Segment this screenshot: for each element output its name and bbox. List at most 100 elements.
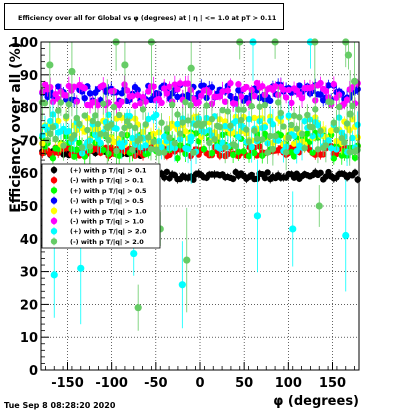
- data-point: [113, 147, 120, 155]
- data-point: [224, 108, 232, 115]
- data-point: [274, 99, 282, 106]
- data-point: [62, 92, 70, 99]
- y-tick-label: 0: [29, 364, 38, 379]
- data-point: [198, 92, 205, 99]
- data-point: [282, 149, 290, 156]
- data-point: [113, 125, 120, 132]
- data-point: [171, 139, 179, 147]
- data-point: [290, 132, 298, 140]
- data-point: [325, 82, 332, 89]
- data-point: [129, 92, 136, 100]
- data-point: [277, 109, 285, 117]
- data-point: [354, 176, 361, 183]
- data-point: [349, 84, 356, 91]
- data-point: [161, 85, 168, 92]
- data-point: [70, 131, 78, 139]
- data-point: [264, 149, 271, 156]
- data-point: [41, 81, 49, 88]
- data-point: [317, 127, 324, 135]
- data-point: [131, 102, 139, 109]
- data-point: [245, 138, 253, 145]
- data-point: [243, 83, 250, 91]
- data-point: [184, 80, 192, 87]
- data-point: [150, 138, 157, 145]
- data-point: [288, 121, 295, 129]
- data-point: [163, 125, 171, 132]
- title-box: Efficiency over all for Global vs φ (deg…: [4, 3, 284, 30]
- data-point: [60, 142, 67, 149]
- x-tick-label: -50: [144, 376, 168, 391]
- data-point: [200, 145, 208, 153]
- data-point: [129, 134, 136, 142]
- legend-marker: [50, 228, 58, 235]
- data-point: [267, 97, 274, 104]
- data-point: [134, 304, 142, 312]
- data-point: [261, 174, 269, 182]
- data-point: [293, 147, 300, 155]
- data-point: [221, 122, 229, 130]
- data-point: [47, 117, 54, 125]
- data-point: [330, 81, 338, 88]
- data-point: [166, 151, 173, 159]
- data-point: [73, 146, 80, 154]
- data-point: [351, 169, 359, 176]
- legend-marker: [50, 197, 58, 204]
- data-point: [248, 102, 255, 110]
- data-point: [285, 134, 292, 141]
- data-point: [235, 148, 242, 155]
- ticks: [41, 41, 355, 371]
- data-point: [39, 132, 46, 139]
- x-tick-label: -100: [95, 376, 128, 391]
- data-point: [94, 101, 102, 109]
- data-point: [298, 130, 306, 138]
- data-point: [243, 126, 250, 133]
- data-point: [139, 106, 147, 113]
- data-point: [134, 92, 141, 99]
- data-points: [39, 38, 361, 331]
- data-point: [145, 115, 152, 123]
- legend-marker: [50, 238, 58, 245]
- data-point: [216, 123, 224, 131]
- data-point: [251, 114, 258, 122]
- data-point: [142, 98, 149, 105]
- data-point: [94, 120, 102, 128]
- data-point: [232, 100, 239, 108]
- data-point: [274, 137, 282, 144]
- data-point: [62, 113, 70, 120]
- legend-label: (+) with p T/|q| > 0.5: [70, 187, 147, 196]
- data-point: [232, 117, 239, 125]
- data-point: [346, 126, 353, 134]
- data-point: [206, 89, 213, 96]
- data-point: [179, 119, 186, 126]
- data-point: [296, 82, 303, 89]
- data-point: [55, 117, 62, 125]
- data-point: [272, 83, 279, 90]
- data-point: [49, 123, 57, 131]
- data-point: [293, 170, 300, 177]
- data-point: [39, 140, 46, 147]
- data-point: [174, 86, 181, 93]
- legend-marker: [50, 217, 58, 225]
- data-point: [129, 146, 136, 153]
- legend: (+) with p T/|q| > 0.1(-) with p T/|q| >…: [41, 163, 161, 249]
- data-point: [203, 102, 210, 109]
- data-point: [108, 144, 115, 151]
- data-point: [235, 106, 242, 113]
- y-tick-label: 10: [20, 331, 38, 346]
- data-point: [317, 79, 324, 87]
- data-point: [296, 114, 303, 121]
- data-point: [256, 103, 263, 110]
- data-point: [130, 249, 138, 258]
- data-point: [314, 146, 322, 153]
- data-point: [55, 83, 62, 90]
- data-point: [145, 134, 152, 141]
- data-point: [41, 99, 49, 107]
- data-point: [349, 134, 356, 142]
- data-point: [304, 130, 311, 137]
- data-point: [78, 144, 86, 151]
- data-point: [253, 135, 261, 143]
- data-point: [290, 112, 298, 119]
- data-point: [168, 101, 176, 108]
- x-tick-label: 150: [319, 376, 346, 391]
- data-point: [182, 128, 189, 135]
